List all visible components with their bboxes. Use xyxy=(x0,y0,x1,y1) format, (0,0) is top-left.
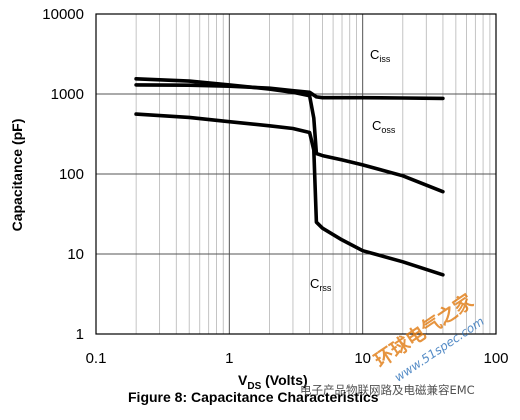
y-axis-title: Capacitance (pF) xyxy=(9,119,25,232)
x-axis-title: VDS (Volts) xyxy=(238,372,308,392)
x-tick-label: 1 xyxy=(225,350,233,367)
y-tick-label: 100 xyxy=(59,166,84,183)
coss-label: Coss xyxy=(372,118,396,135)
series-line-rss xyxy=(134,112,445,277)
x-tick-label: 100 xyxy=(483,350,508,367)
figure-caption: Figure 8: Capacitance Characteristics xyxy=(128,389,379,405)
series-lines xyxy=(134,77,445,277)
y-tick-label: 1 xyxy=(76,326,84,343)
series-line-oss xyxy=(134,77,445,194)
y-tick-label: 1000 xyxy=(51,86,84,103)
x-tick-label: 10 xyxy=(354,350,371,367)
watermark-account: 电子产品物联网路及电磁兼容EMC xyxy=(300,383,475,397)
crss-label: Crss xyxy=(310,276,332,293)
watermark: 电子产品物联网路及电磁兼容EMC 环球电气之家 www.51spec.com xyxy=(300,289,487,397)
x-tick-label: 0.1 xyxy=(86,350,107,367)
ciss-label: Ciss xyxy=(370,47,391,64)
grid xyxy=(96,14,496,334)
plot-frame xyxy=(95,13,497,335)
y-tick-label: 10000 xyxy=(42,6,84,23)
y-tick-label: 10 xyxy=(67,246,84,263)
